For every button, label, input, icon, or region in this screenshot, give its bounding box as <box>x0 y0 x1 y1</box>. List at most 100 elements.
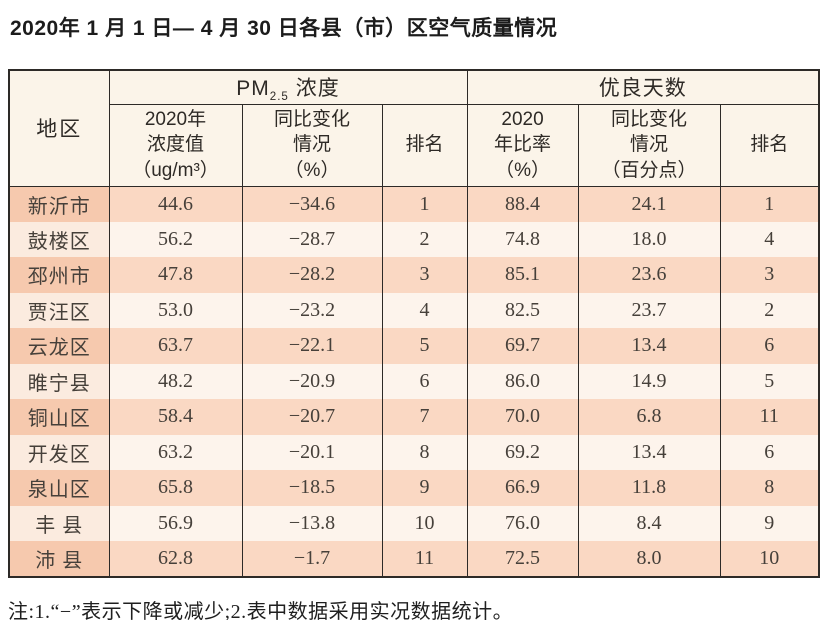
table-row: 睢宁县 48.2 −20.9 6 86.0 14.9 5 <box>8 363 820 399</box>
page-title: 2020年 1 月 1 日— 4 月 30 日各县（市）区空气质量情况 <box>10 17 558 40</box>
value-cell: −20.1 <box>241 434 383 470</box>
region-cell: 睢宁县 <box>8 363 110 399</box>
value-cell: 76.0 <box>466 505 579 541</box>
table-row: 云龙区 63.7 −22.1 5 69.7 13.4 6 <box>8 328 820 364</box>
value-cell: 4 <box>381 292 468 328</box>
region-cell: 开发区 <box>8 434 110 470</box>
header-good-yoy-change: 同比变化 情况 （百分点） <box>577 104 721 187</box>
table-row: 开发区 63.2 −20.1 8 69.2 13.4 6 <box>8 434 820 470</box>
value-cell: −20.9 <box>241 363 383 399</box>
region-cell: 鼓楼区 <box>8 221 110 257</box>
value-cell: 63.7 <box>108 328 243 364</box>
value-cell: 63.2 <box>108 434 243 470</box>
table-row: 邳州市 47.8 −28.2 3 85.1 23.6 3 <box>8 257 820 293</box>
value-cell: 2 <box>381 221 468 257</box>
pm25-label-prefix: PM <box>236 76 270 100</box>
header-pm-rank: 排名 <box>381 104 468 187</box>
table-header: 地区 PM2.5 浓度 优良天数 2020年 浓度值 （ug/m³） 同比变化 情况 （%… <box>8 70 820 187</box>
value-cell: 44.6 <box>108 186 243 222</box>
header-pm-yoy-change: 同比变化 情况 （%） <box>241 104 383 187</box>
value-cell: 74.8 <box>466 221 579 257</box>
value-cell: −23.2 <box>241 292 383 328</box>
value-cell: 85.1 <box>466 257 579 293</box>
value-cell: −34.6 <box>241 186 383 222</box>
table-row: 新沂市 44.6 −34.6 1 88.4 24.1 1 <box>8 186 820 222</box>
value-cell: 70.0 <box>466 399 579 435</box>
value-cell: 56.2 <box>108 221 243 257</box>
value-cell: 4 <box>719 221 820 257</box>
value-cell: 13.4 <box>577 328 721 364</box>
table-row: 泉山区 65.8 −18.5 9 66.9 11.8 8 <box>8 470 820 506</box>
region-cell: 贾汪区 <box>8 292 110 328</box>
value-cell: 1 <box>719 186 820 222</box>
value-cell: 23.7 <box>577 292 721 328</box>
value-cell: 8.0 <box>577 541 721 577</box>
value-cell: 24.1 <box>577 186 721 222</box>
value-cell: 23.6 <box>577 257 721 293</box>
header-pm-2020-value: 2020年 浓度值 （ug/m³） <box>108 104 243 187</box>
value-cell: 8 <box>719 470 820 506</box>
value-cell: 10 <box>381 505 468 541</box>
value-cell: 56.9 <box>108 505 243 541</box>
table-row: 沛 县 62.8 −1.7 11 72.5 8.0 10 <box>8 541 820 577</box>
header-group-good-days: 优良天数 <box>466 70 820 105</box>
value-cell: −1.7 <box>241 541 383 577</box>
value-cell: 11.8 <box>577 470 721 506</box>
table-row: 铜山区 58.4 −20.7 7 70.0 6.8 11 <box>8 399 820 435</box>
value-cell: 69.7 <box>466 328 579 364</box>
value-cell: 11 <box>381 541 468 577</box>
value-cell: 62.8 <box>108 541 243 577</box>
value-cell: −22.1 <box>241 328 383 364</box>
value-cell: 5 <box>381 328 468 364</box>
value-cell: 9 <box>719 505 820 541</box>
value-cell: −28.7 <box>241 221 383 257</box>
header-group-pm25: PM2.5 浓度 <box>108 70 468 105</box>
value-cell: 2 <box>719 292 820 328</box>
value-cell: 8.4 <box>577 505 721 541</box>
value-cell: 1 <box>381 186 468 222</box>
table-row: 贾汪区 53.0 −23.2 4 82.5 23.7 2 <box>8 292 820 328</box>
value-cell: 18.0 <box>577 221 721 257</box>
table-body: 新沂市 44.6 −34.6 1 88.4 24.1 1 鼓楼区 56.2 −28.7 2 74.8 1… <box>8 186 820 577</box>
header-group-row: 地区 PM2.5 浓度 优良天数 <box>8 70 820 187</box>
pm25-label-subscript: 2.5 <box>269 90 289 103</box>
value-cell: 11 <box>719 399 820 435</box>
value-cell: −13.8 <box>241 505 383 541</box>
pm25-label-suffix: 浓度 <box>288 76 340 100</box>
value-cell: 3 <box>719 257 820 293</box>
value-cell: 6.8 <box>577 399 721 435</box>
value-cell: 66.9 <box>466 470 579 506</box>
value-cell: 14.9 <box>577 363 721 399</box>
region-cell: 泉山区 <box>8 470 110 506</box>
value-cell: 6 <box>719 328 820 364</box>
header-good-2020-ratio: 2020 年比率 （%） <box>466 104 579 187</box>
region-cell: 邳州市 <box>8 257 110 293</box>
value-cell: 3 <box>381 257 468 293</box>
footnote: 注:1.“−”表示下降或减少;2.表中数据采用实况数据统计。 <box>8 600 514 620</box>
value-cell: 9 <box>381 470 468 506</box>
header-region: 地区 <box>8 70 110 187</box>
value-cell: 82.5 <box>466 292 579 328</box>
header-good-rank: 排名 <box>719 104 820 187</box>
header-sub-row: 2020年 浓度值 （ug/m³） 同比变化 情况 （%） 排名 2020 年比率 （%） 同比变化… <box>9 104 820 187</box>
value-cell: 10 <box>719 541 820 577</box>
value-cell: 5 <box>719 363 820 399</box>
value-cell: 69.2 <box>466 434 579 470</box>
region-cell: 新沂市 <box>8 186 110 222</box>
value-cell: 47.8 <box>108 257 243 293</box>
value-cell: 6 <box>719 434 820 470</box>
value-cell: −18.5 <box>241 470 383 506</box>
value-cell: 48.2 <box>108 363 243 399</box>
value-cell: 8 <box>381 434 468 470</box>
region-cell: 云龙区 <box>8 328 110 364</box>
value-cell: 6 <box>381 363 468 399</box>
region-cell: 丰 县 <box>8 505 110 541</box>
value-cell: −28.2 <box>241 257 383 293</box>
value-cell: 58.4 <box>108 399 243 435</box>
table-row: 鼓楼区 56.2 −28.7 2 74.8 18.0 4 <box>8 221 820 257</box>
value-cell: −20.7 <box>241 399 383 435</box>
region-cell: 沛 县 <box>8 541 110 577</box>
value-cell: 65.8 <box>108 470 243 506</box>
air-quality-table: 地区 PM2.5 浓度 优良天数 2020年 浓度值 （ug/m³） 同比变化 情况 （%… <box>8 69 821 578</box>
